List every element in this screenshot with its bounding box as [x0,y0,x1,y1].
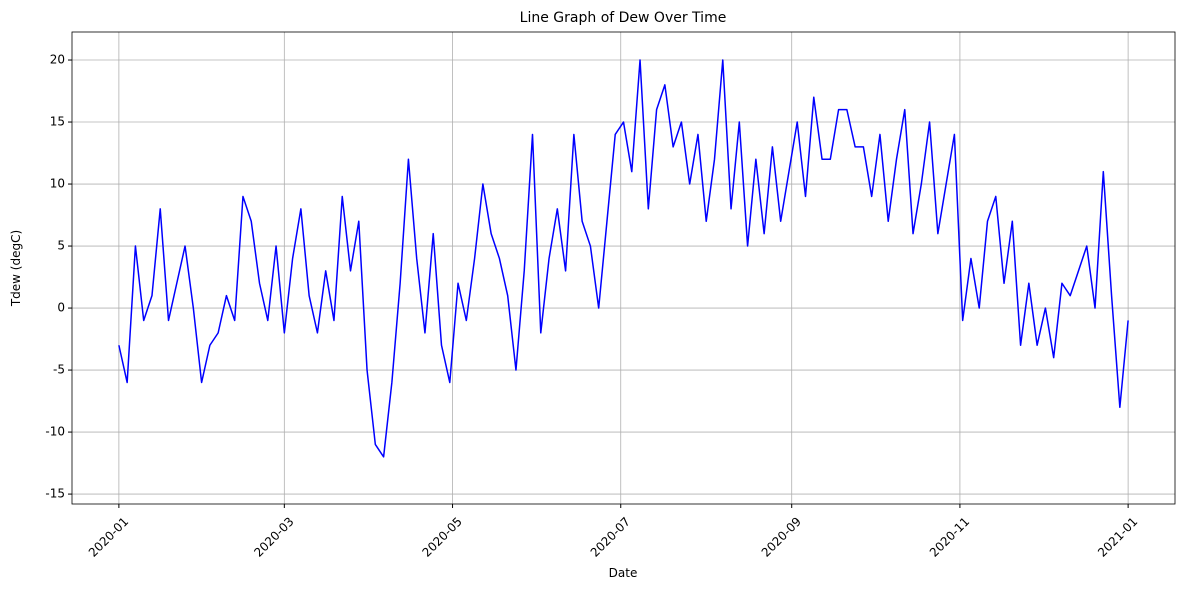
x-tick-label: 2020-07 [588,514,633,559]
y-tick-label: 10 [50,177,65,191]
data-line [118,59,1129,458]
chart-title: Line Graph of Dew Over Time [520,10,727,26]
x-axis-label: Date [609,566,638,580]
y-tick-label: 20 [50,53,65,67]
y-tick-label: 5 [57,239,65,253]
x-tick-label: 2020-09 [759,514,804,559]
plot-frame [71,31,1176,505]
x-tick-label: 2020-03 [251,514,296,559]
y-tick-label: -5 [53,363,65,377]
x-tick-label: 2020-01 [86,514,131,559]
y-axis-label: Tdew (degC) [9,230,23,307]
y-tick-label: 15 [50,115,65,129]
x-tick-label: 2020-11 [927,514,972,559]
x-tick-label: 2020-05 [420,514,465,559]
y-tick-label: 0 [57,301,65,315]
y-tick-label: -10 [45,425,65,439]
x-tick-label: 2021-01 [1095,514,1140,559]
y-tick-label: -15 [45,487,65,501]
